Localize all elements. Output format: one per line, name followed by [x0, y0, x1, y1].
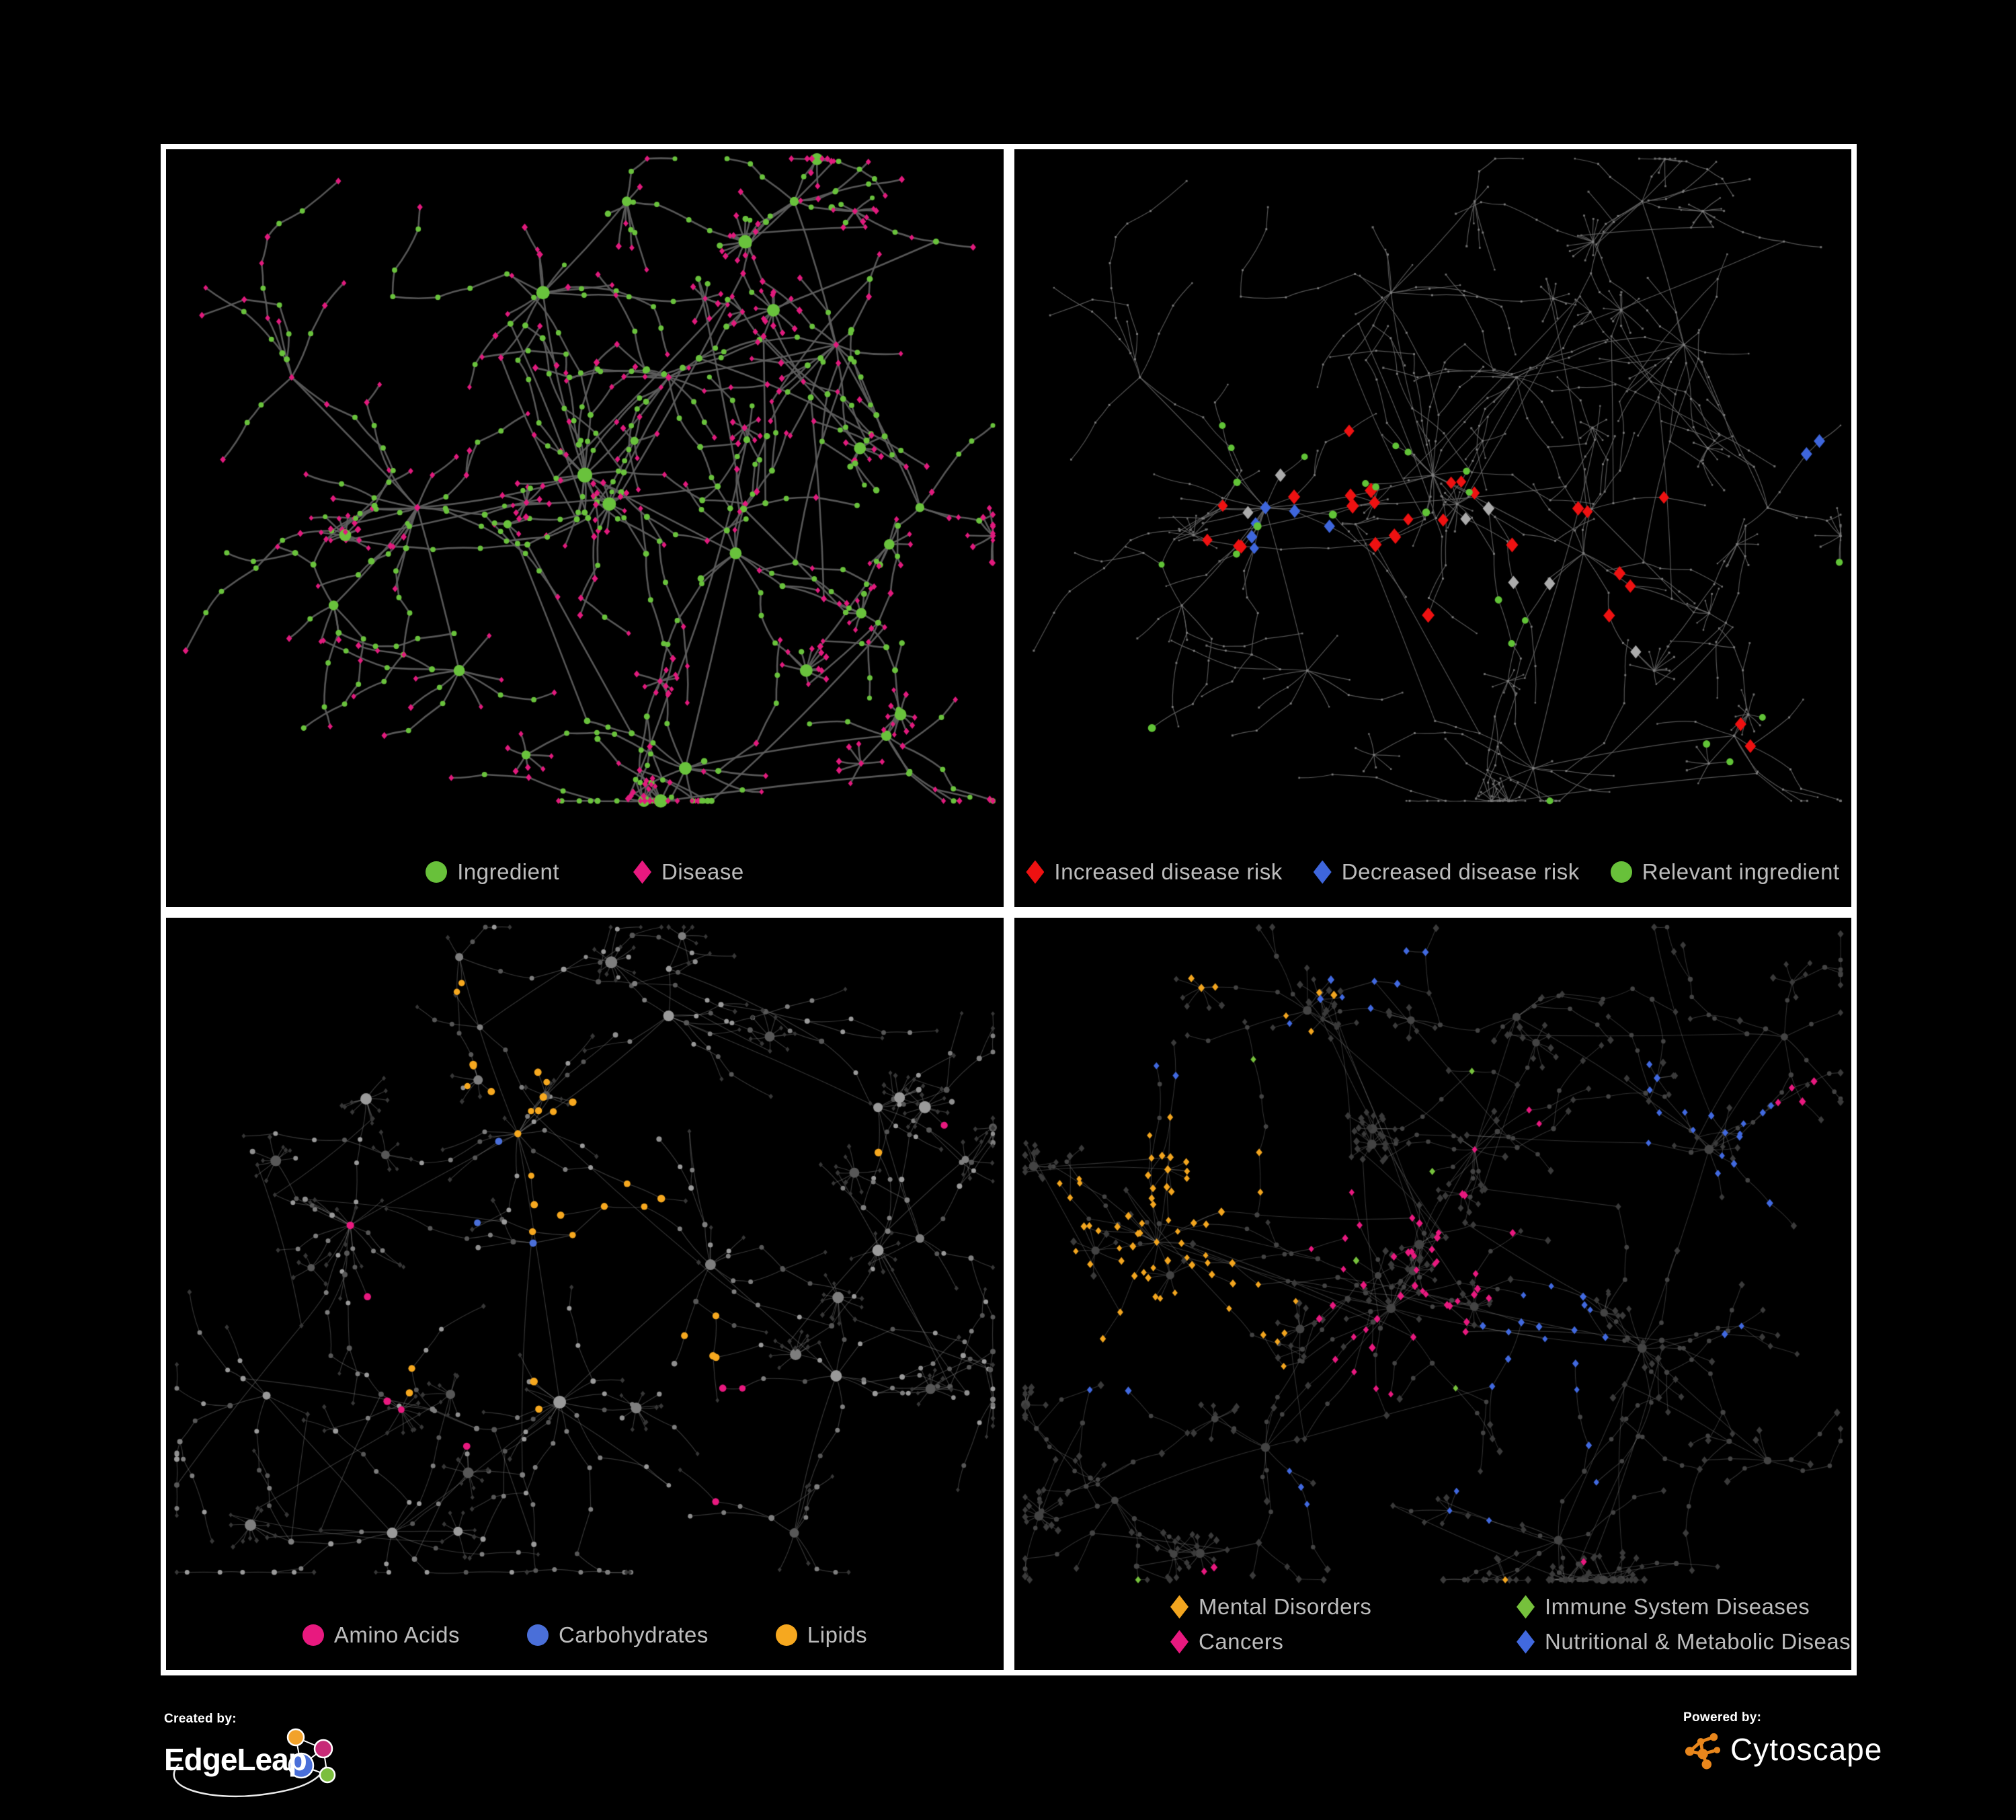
- diamond-marker-icon: [1170, 1630, 1188, 1654]
- legend-label: Nutritional & Metabolic Diseases: [1545, 1629, 1857, 1654]
- legend-item-relevant-ingredient: Relevant ingredient: [1610, 859, 1840, 885]
- legend-item-carbohydrates: Carbohydrates: [526, 1622, 709, 1648]
- legend-item-increased-disease-risk: Increased disease risk: [1026, 859, 1282, 885]
- panel-disease-classes-network: Mental Disorders Immune System Diseases Ca…: [1009, 912, 1857, 1675]
- legend-label: Ingredient: [457, 859, 560, 884]
- legend-label: Relevant ingredient: [1642, 859, 1840, 884]
- edgeleap-node-green: [319, 1766, 336, 1784]
- ingredient-classes-legend: Amino Acids Carbohydrates Lipids: [166, 1622, 1004, 1648]
- legend-label: Immune System Diseases: [1545, 1594, 1810, 1619]
- powered-by-credit: Powered by:: [1683, 1710, 1966, 1811]
- panel-ingredient-classes-network: Amino Acids Carbohydrates Lipids: [161, 912, 1009, 1675]
- diamond-marker-icon: [633, 860, 652, 884]
- legend-item-disease: Disease: [633, 859, 744, 885]
- powered-by-label: Powered by:: [1683, 1710, 1762, 1725]
- legend-label: Lipids: [807, 1622, 868, 1647]
- cytoscape-name: Cytoscape: [1730, 1732, 1883, 1767]
- legend-item-ingredient: Ingredient: [426, 859, 559, 885]
- edgeleap-node-magenta: [313, 1739, 333, 1759]
- circle-marker-icon: [302, 1624, 324, 1646]
- legend-item-cancers: Cancers: [1170, 1629, 1517, 1655]
- panel-grid: Ingredient Disease Increased disease risk…: [161, 144, 1857, 1675]
- diamond-marker-icon: [1313, 860, 1332, 884]
- edgeleap-logo: [173, 1728, 336, 1798]
- legend-label: Mental Disorders: [1199, 1594, 1372, 1619]
- diamond-marker-icon: [1517, 1630, 1535, 1654]
- legend-item-mental-disorders: Mental Disorders: [1170, 1594, 1517, 1620]
- created-by-credit: Created by: EdgeLeap: [164, 1712, 379, 1813]
- legend-label: Amino Acids: [333, 1622, 460, 1647]
- circle-marker-icon: [526, 1624, 549, 1646]
- legend-label: Carbohydrates: [558, 1622, 709, 1647]
- legend-label: Increased disease risk: [1054, 859, 1283, 884]
- diamond-marker-icon: [1517, 1595, 1535, 1619]
- panel-ingredient-disease-network: Ingredient Disease: [161, 144, 1009, 912]
- edgeleap-lockup: EdgeLeap: [164, 1728, 379, 1805]
- cytoscape-logo: [1685, 1733, 1721, 1770]
- legend-item-decreased-disease-risk: Decreased disease risk: [1313, 859, 1580, 885]
- diamond-marker-icon: [1170, 1595, 1188, 1619]
- legend-item-lipids: Lipids: [775, 1622, 868, 1648]
- cytoscape-lockup: Cytoscape: [1683, 1728, 1966, 1771]
- legend-item-nutritional-metabolic-diseases: Nutritional & Metabolic Diseases: [1517, 1629, 1857, 1655]
- legend-label: Cancers: [1199, 1629, 1284, 1654]
- circle-marker-icon: [426, 861, 448, 883]
- circle-marker-icon: [1610, 861, 1632, 883]
- ingredient-classes-network-canvas: [166, 918, 1004, 1670]
- ingredient-disease-network-canvas: [166, 149, 1004, 907]
- edgeleap-node-blue: [288, 1752, 315, 1779]
- created-by-label: Created by:: [164, 1712, 237, 1726]
- legend-item-amino-acids: Amino Acids: [302, 1622, 460, 1648]
- panel-disease-risk-network: Increased disease risk Decreased disease …: [1009, 144, 1857, 912]
- legend-label: Decreased disease risk: [1341, 859, 1580, 884]
- disease-risk-legend: Increased disease risk Decreased disease …: [1014, 859, 1851, 885]
- edgeleap-name: EdgeLeap: [164, 1742, 307, 1777]
- edgeleap-node-orange: [286, 1728, 305, 1747]
- disease-classes-legend: Mental Disorders Immune System Diseases Ca…: [1014, 1594, 1851, 1655]
- circle-marker-icon: [775, 1624, 797, 1646]
- disease-classes-network-canvas: [1014, 918, 1851, 1670]
- disease-risk-network-canvas: [1014, 149, 1851, 907]
- ingredient-disease-legend: Ingredient Disease: [166, 859, 1004, 885]
- legend-item-immune-system-diseases: Immune System Diseases: [1517, 1594, 1851, 1620]
- diamond-marker-icon: [1026, 860, 1045, 884]
- legend-label: Disease: [661, 859, 744, 884]
